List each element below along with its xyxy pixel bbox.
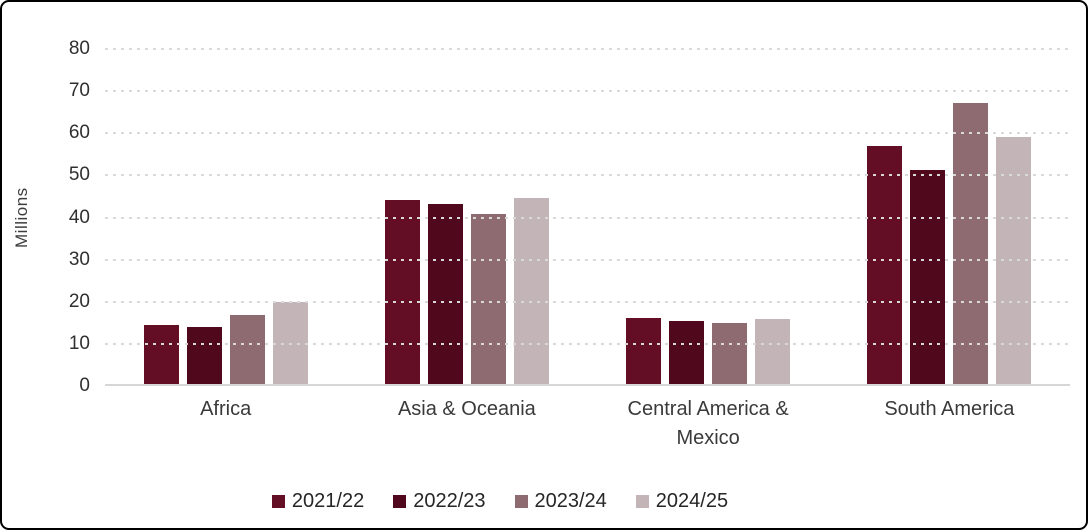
bar	[186, 327, 222, 384]
bar	[470, 213, 506, 384]
gridline	[105, 132, 1070, 135]
category-label-text: Central America & Mexico	[627, 398, 789, 449]
bar	[427, 203, 463, 384]
category-label: Central America & Mexico	[588, 395, 829, 453]
plot-area	[105, 48, 1070, 386]
bar-group	[588, 49, 829, 384]
bar	[867, 145, 903, 384]
category-label-text: Africa	[200, 398, 252, 420]
legend-swatch	[271, 495, 285, 508]
bar	[712, 323, 748, 384]
bar	[910, 169, 946, 384]
bar	[272, 301, 308, 384]
gridline	[105, 90, 1070, 93]
bar	[143, 325, 179, 384]
legend: 2021/22 2022/23 2023/24 2024/25	[2, 490, 1042, 513]
y-tick-label: 80	[68, 38, 90, 59]
bar-group	[346, 49, 587, 384]
bar-group	[105, 49, 346, 384]
bar	[669, 320, 705, 384]
y-tick-label: 70	[68, 80, 90, 102]
bar	[513, 197, 549, 384]
legend-label: 2022/23	[413, 490, 486, 512]
legend-label: 2021/22	[291, 490, 365, 512]
category-label: Africa	[105, 395, 346, 453]
gridline	[105, 174, 1070, 177]
y-axis-tick-labels: 0 10 20 30 40 50 60 70 80	[2, 38, 90, 396]
legend-swatch	[635, 495, 649, 508]
category-label-text: Asia & Oceania	[397, 398, 536, 420]
y-tick-label: 10	[68, 332, 90, 354]
bar	[755, 318, 791, 384]
y-tick-label: 20	[68, 290, 90, 312]
legend-label: 2023/24	[534, 490, 607, 512]
gridline	[105, 300, 1070, 303]
bar	[384, 199, 420, 384]
legend-item: 2023/24	[514, 490, 607, 513]
category-label: Asia & Oceania	[346, 395, 587, 453]
gridline	[105, 216, 1070, 219]
bar	[229, 314, 265, 384]
y-tick-label: 50	[68, 164, 90, 186]
legend-item: 2021/22	[271, 490, 365, 513]
bar	[626, 317, 662, 384]
legend-item: 2022/23	[393, 490, 486, 513]
y-tick-label: 40	[68, 206, 90, 228]
legend-item: 2024/25	[635, 490, 729, 513]
gridline	[105, 342, 1070, 345]
bar	[953, 102, 989, 384]
y-tick-label: 60	[68, 122, 90, 144]
x-axis-category-labels: Africa Asia & Oceania Central America & Me…	[105, 395, 1070, 453]
legend-label: 2024/25	[655, 490, 729, 512]
legend-swatch	[514, 495, 528, 508]
category-label-text: South America	[884, 398, 1015, 420]
gridline	[105, 48, 1070, 50]
legend-swatch	[393, 495, 407, 508]
y-tick-label: 30	[68, 248, 90, 270]
category-label: South America	[829, 395, 1070, 453]
gridline	[105, 258, 1070, 261]
y-tick-label: 0	[79, 375, 90, 396]
